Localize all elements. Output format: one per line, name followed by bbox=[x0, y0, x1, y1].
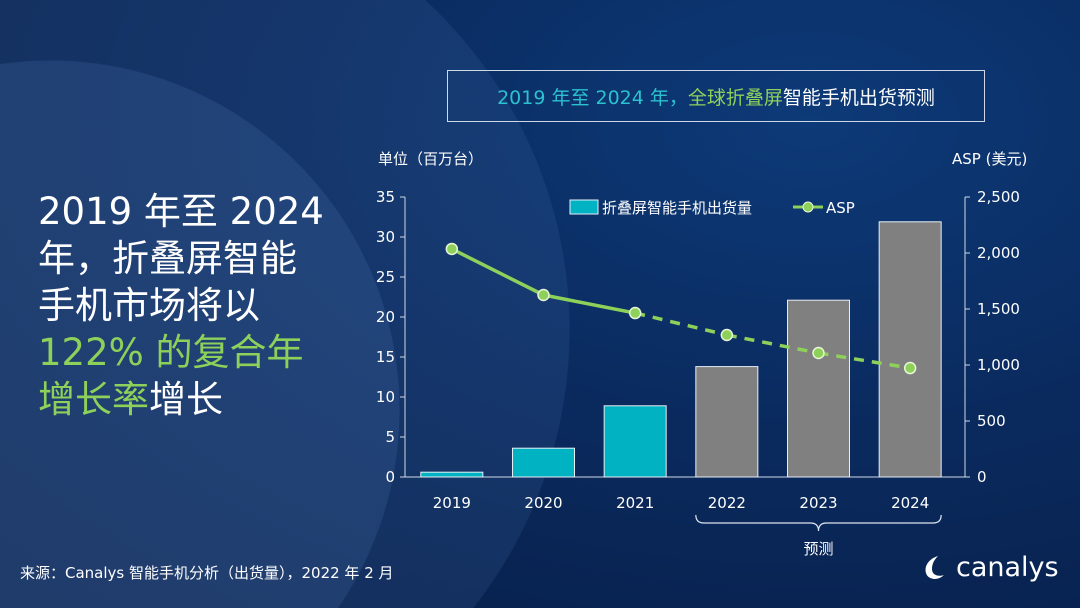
headline-highlight: 增长率 bbox=[38, 378, 149, 421]
asp-line-segment bbox=[726, 333, 819, 355]
x-tick-label: 2022 bbox=[708, 494, 746, 512]
headline: 2019 年至 2024 年，折叠屏智能 手机市场将以 122% 的复合年 增长… bbox=[38, 188, 338, 423]
x-tick-label: 2019 bbox=[433, 494, 471, 512]
y-tick-label: 10 bbox=[376, 388, 395, 406]
y2-tick-label: 2,000 bbox=[977, 244, 1020, 262]
forecast-bracket bbox=[695, 514, 942, 532]
y-tick-label: 5 bbox=[385, 428, 395, 446]
bar-2021 bbox=[603, 405, 667, 478]
headline-line: 年，折叠屏智能 bbox=[38, 237, 297, 280]
canalys-logo: canalys bbox=[920, 552, 1059, 583]
x-tick-label: 2024 bbox=[891, 494, 929, 512]
y-axis-label: 单位（百万台） bbox=[378, 150, 484, 168]
asp-point-2024 bbox=[903, 361, 917, 375]
y2-axis-label: ASP (美元) bbox=[952, 150, 1028, 168]
title-part: 2019 年至 2024 年， bbox=[497, 86, 688, 109]
y2-tick-label: 1,500 bbox=[977, 300, 1020, 318]
legend-line-marker bbox=[802, 201, 814, 213]
chart-title: 2019 年至 2024 年， 全球折叠屏 智能手机出货预测 bbox=[447, 70, 985, 122]
source-note: 来源：Canalys 智能手机分析（出货量），2022 年 2 月 bbox=[20, 564, 394, 582]
title-part: 全球折叠屏 bbox=[687, 86, 783, 109]
asp-point-2023 bbox=[812, 346, 825, 360]
logo-text: canalys bbox=[956, 552, 1059, 583]
y-tick-label: 25 bbox=[376, 268, 395, 286]
bar-2022 bbox=[695, 366, 759, 478]
asp-point-2021 bbox=[628, 306, 642, 320]
forecast-label: 预测 bbox=[803, 540, 833, 558]
y2-tick-label: 2,500 bbox=[977, 188, 1020, 206]
y-tick-label: 30 bbox=[376, 228, 395, 246]
bar-2023 bbox=[787, 299, 850, 478]
bar-2020 bbox=[512, 447, 575, 478]
y-tick-label: 15 bbox=[376, 348, 395, 366]
y2-tick-label: 500 bbox=[977, 412, 1006, 430]
headline-line: 122% 的复合年 bbox=[38, 331, 304, 374]
asp-line-segment bbox=[451, 247, 545, 297]
asp-point-2019 bbox=[445, 242, 459, 256]
x-tick-label: 2020 bbox=[524, 494, 562, 512]
canalys-logo-icon bbox=[925, 555, 944, 579]
y2-tick-label: 0 bbox=[977, 468, 987, 486]
headline-line: 2019 年至 2024 bbox=[38, 190, 324, 233]
x-tick-label: 2023 bbox=[799, 494, 837, 512]
y-tick-label: 20 bbox=[376, 308, 395, 326]
legend-bar-swatch bbox=[569, 199, 599, 215]
legend-line-label: ASP bbox=[826, 199, 855, 217]
headline-line: 手机市场将以 bbox=[38, 284, 260, 327]
headline-text: 增长 bbox=[149, 378, 223, 421]
y-tick-label: 0 bbox=[385, 468, 395, 486]
title-part: 智能手机出货预测 bbox=[782, 86, 935, 109]
legend-bar-label: 折叠屏智能手机出货量 bbox=[602, 199, 752, 217]
y-tick-label: 35 bbox=[376, 188, 395, 206]
asp-point-2020 bbox=[537, 288, 550, 302]
y2-tick-label: 1,000 bbox=[977, 356, 1020, 374]
asp-point-2022 bbox=[720, 328, 734, 342]
x-tick-label: 2021 bbox=[616, 494, 654, 512]
asp-line-segment bbox=[543, 293, 636, 315]
asp-line-segment bbox=[634, 311, 728, 337]
bar-2024 bbox=[878, 221, 942, 478]
bar-2019 bbox=[420, 471, 484, 478]
asp-line-segment bbox=[818, 351, 911, 370]
